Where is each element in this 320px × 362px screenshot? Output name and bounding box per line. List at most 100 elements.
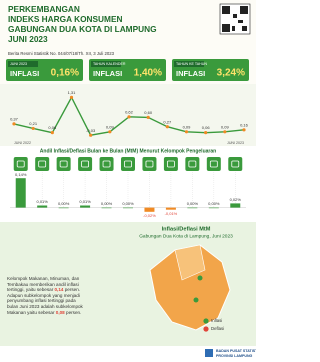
- category-icon: [185, 157, 200, 171]
- note-text: 0,14: [54, 287, 64, 293]
- point: [223, 130, 227, 134]
- legend-swatch: [203, 318, 209, 324]
- bar: [101, 207, 112, 209]
- point: [184, 130, 189, 134]
- footer-bg: [0, 346, 256, 362]
- legend-label: Deflasi: [211, 326, 224, 331]
- value-label: 0,21: [29, 121, 38, 126]
- icon-glyph: [231, 160, 240, 168]
- value-label: 0,00%: [122, 201, 134, 206]
- note-text: Kelompok Makanan, Minuman, dan Tembakau …: [7, 276, 80, 293]
- value-label: 0,01%: [79, 199, 91, 204]
- value-label: 0,06: [48, 125, 57, 130]
- indicator-label: INFLASI: [176, 69, 205, 78]
- category-icon: [56, 157, 71, 171]
- category-icon: [13, 157, 28, 171]
- indicator-value: 1,40%: [134, 68, 162, 79]
- value-label: -0,03: [86, 128, 96, 133]
- value-label: 0,00%: [101, 201, 113, 206]
- indicator-value: 3,24%: [217, 68, 245, 79]
- value-label: 1,31: [68, 90, 77, 95]
- icon-glyph: [167, 160, 175, 168]
- line-bg: [0, 84, 256, 146]
- subtitle: Berita Resmi Statistik No. 044/07/18/Th.…: [8, 51, 115, 56]
- value-label: -0,01%: [165, 211, 178, 216]
- value-label: 0,06: [202, 125, 211, 130]
- value-label: -0,02%: [143, 213, 156, 218]
- indicator-period: JUNI 2023: [10, 62, 27, 66]
- indicator-value: 0,16%: [51, 68, 79, 79]
- bar: [80, 205, 91, 208]
- value-label: 0,00%: [58, 201, 70, 206]
- value-label: 0,02%: [230, 197, 242, 202]
- legend-swatch: [203, 326, 209, 332]
- point: [108, 130, 112, 134]
- category-icon: [206, 157, 221, 171]
- city-marker: [193, 297, 199, 303]
- point: [69, 95, 74, 99]
- point: [242, 128, 246, 132]
- icon-glyph: [188, 160, 197, 168]
- title-line: INDEKS HARGA KONSUMEN: [8, 14, 122, 24]
- point: [204, 131, 208, 135]
- point: [127, 115, 131, 119]
- map-title: Inflasi/Deflasi MtM: [162, 226, 211, 232]
- bar: [58, 207, 69, 209]
- bps-logo: [205, 349, 213, 357]
- category-icon: [35, 157, 50, 171]
- bar: [15, 178, 26, 208]
- bar: [165, 207, 176, 210]
- footer-text: BADAN PUSAT STATISTIK: [216, 349, 256, 353]
- indicator-label: INFLASI: [10, 69, 39, 78]
- note-text: 0,08: [55, 309, 65, 315]
- description: Kelompok Makanan, Minuman, dan Tembakau …: [7, 276, 85, 315]
- bar: [37, 205, 48, 208]
- value-label: 0,60: [144, 110, 153, 115]
- chart-title: Andil Inflasi/Deflasi Bulan ke Bulan (Mt…: [40, 148, 216, 154]
- icon-glyph: [59, 160, 68, 168]
- footer-text: PROVINSI LAMPUNG: [216, 354, 253, 358]
- value-label: 0,09: [221, 124, 230, 129]
- indicator-period: TAHUN KE TAHUN: [176, 62, 207, 66]
- page: PERKEMBANGAN INDEKS HARGA KONSUMEN GABUNGA…: [0, 3, 256, 362]
- point: [50, 131, 54, 135]
- point: [12, 122, 16, 126]
- point: [165, 125, 169, 129]
- icon-glyph: [145, 160, 154, 168]
- value-label: 0,62: [125, 109, 134, 114]
- category-icon: [121, 157, 135, 171]
- note-text: persen.: [64, 309, 82, 315]
- indicator-tag: [8, 61, 38, 67]
- note-text: persen. Adapun subkelompok yang menjadi …: [7, 287, 83, 315]
- category-icon: [228, 157, 243, 171]
- indicator-tag: [174, 61, 204, 67]
- map-region: [174, 244, 206, 281]
- x-tick-label: JUNI 2022: [14, 141, 31, 145]
- point: [146, 115, 150, 120]
- map-title: Gabungan Dua Kota di Lampung, Juni 2023: [139, 233, 233, 239]
- title-line: PERKEMBANGAN: [8, 4, 80, 14]
- point: [31, 126, 35, 131]
- value-label: 0,09: [183, 124, 192, 129]
- value-label: 0,09: [106, 124, 115, 129]
- icon-glyph: [81, 160, 89, 168]
- bar: [123, 207, 133, 209]
- value-label: 0,00%: [208, 201, 220, 206]
- category-icon: [99, 157, 114, 171]
- legend-label: Inflasi: [211, 318, 222, 323]
- category-icon: [163, 157, 178, 171]
- bar: [144, 207, 155, 212]
- indicator-period: TAHUN KALENDER: [93, 62, 126, 66]
- title-line: GABUNGAN DUA KOTA DI LAMPUNG: [8, 24, 157, 34]
- icon-glyph: [102, 160, 111, 168]
- bar: [187, 207, 198, 209]
- category-icon: [78, 157, 93, 171]
- title-line: JUNI 2023: [8, 34, 48, 44]
- icon-glyph: [124, 160, 132, 168]
- city-marker: [197, 275, 203, 281]
- x-tick-label: JUNI 2023: [227, 141, 244, 145]
- value-label: 0,37: [10, 116, 19, 121]
- indicator-tag: [91, 61, 121, 67]
- icon-glyph: [209, 160, 218, 168]
